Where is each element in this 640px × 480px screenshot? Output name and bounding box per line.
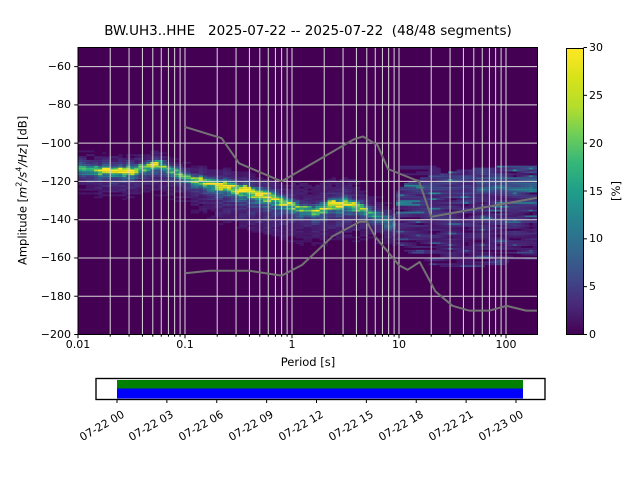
colorbar-tick-label: 5 bbox=[589, 280, 596, 294]
colorbar-tick-label: 25 bbox=[589, 88, 603, 102]
timeline-tick-label: 07-22 03 bbox=[126, 407, 177, 444]
colorbar-tick-label: 0 bbox=[589, 328, 596, 341]
colorbar-tick-label: 10 bbox=[589, 232, 603, 246]
y-axis-label-segment: 4 bbox=[14, 166, 24, 172]
timeline-tick-label: 07-23 00 bbox=[475, 407, 526, 444]
colorbar bbox=[566, 47, 584, 335]
y-tick-label: −160 bbox=[40, 251, 71, 265]
y-tick-label: −140 bbox=[40, 213, 71, 227]
y-tick-label: −60 bbox=[47, 60, 71, 74]
y-axis-label-segment: / bbox=[15, 162, 30, 167]
x-tick-label: 0.1 bbox=[176, 338, 194, 351]
x-tick-label: 1 bbox=[288, 338, 296, 351]
colorbar-tick-label: 30 bbox=[589, 41, 603, 54]
y-tick-label: −80 bbox=[47, 98, 71, 112]
timeline-tick-label: 07-22 21 bbox=[426, 407, 476, 444]
y-tick-label: −200 bbox=[40, 328, 71, 341]
x-axis-label: Period [s] bbox=[280, 355, 336, 369]
ppsd-heatmap bbox=[78, 47, 538, 335]
x-tick-label: 10 bbox=[392, 338, 406, 351]
x-tick-label: 100 bbox=[495, 338, 517, 351]
y-tick-label: −100 bbox=[40, 136, 71, 150]
timeline bbox=[95, 377, 546, 403]
timeline-tick-label: 07-22 06 bbox=[176, 407, 226, 444]
timeline-coverage-bar bbox=[117, 380, 523, 389]
plot-title: BW.UH3..HHE 2025-07-22 -- 2025-07-22 (48… bbox=[104, 23, 512, 39]
y-axis-label-segment: m bbox=[15, 186, 30, 198]
timeline-tick-label: 07-22 18 bbox=[376, 407, 426, 444]
timeline-tick-label: 07-22 12 bbox=[276, 407, 326, 444]
x-tick-label: 0.01 bbox=[65, 338, 91, 351]
timeline-box bbox=[95, 377, 546, 401]
colorbar-tick-label: 20 bbox=[589, 136, 603, 150]
timeline-tick-label: 07-22 15 bbox=[326, 407, 376, 444]
colorbar-tick-label: 15 bbox=[589, 184, 603, 198]
timeline-data-bar bbox=[117, 388, 523, 399]
timeline-tick-label: 07-22 00 bbox=[76, 407, 127, 444]
timeline-tick-label: 07-22 09 bbox=[226, 407, 276, 444]
y-axis-label-segment: Hz bbox=[15, 148, 30, 163]
y-tick-label: −180 bbox=[40, 289, 71, 303]
y-tick-label: −120 bbox=[40, 174, 71, 188]
